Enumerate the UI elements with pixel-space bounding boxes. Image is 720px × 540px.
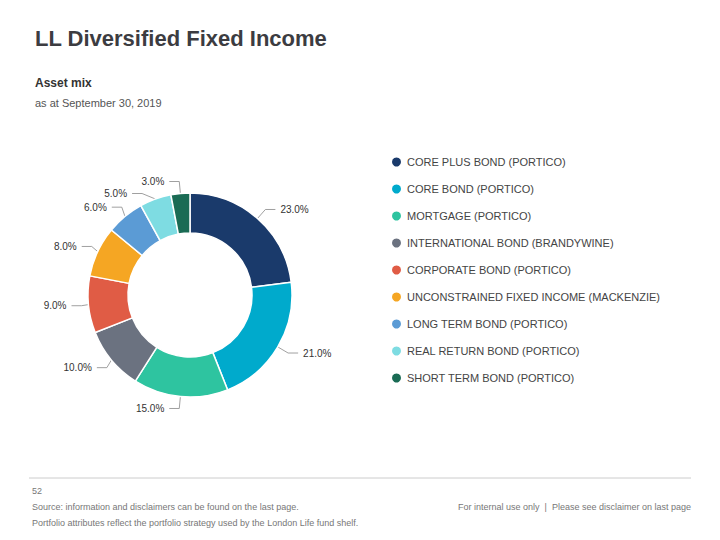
svg-text:52: 52 <box>32 486 42 496</box>
svg-text:Asset mix: Asset mix <box>35 76 92 90</box>
svg-text:CORE PLUS BOND (PORTICO): CORE PLUS BOND (PORTICO) <box>407 156 566 168</box>
svg-text:Source: information and discla: Source: information and disclaimers can … <box>32 502 299 512</box>
svg-text:LONG TERM BOND (PORTICO): LONG TERM BOND (PORTICO) <box>407 318 567 330</box>
svg-text:SHORT TERM BOND (PORTICO): SHORT TERM BOND (PORTICO) <box>407 372 574 384</box>
svg-text:8.0%: 8.0% <box>54 241 77 252</box>
svg-text:For internal use only | Plea: For internal use only | Please see discl… <box>458 502 691 512</box>
svg-text:3.0%: 3.0% <box>141 176 164 187</box>
svg-text:23.0%: 23.0% <box>280 204 308 215</box>
svg-text:CORPORATE BOND (PORTICO): CORPORATE BOND (PORTICO) <box>407 264 571 276</box>
svg-text:9.0%: 9.0% <box>44 300 67 311</box>
svg-text:MORTGAGE (PORTICO): MORTGAGE (PORTICO) <box>407 210 531 222</box>
svg-text:21.0%: 21.0% <box>303 348 331 359</box>
svg-text:as at September 30, 2019: as at September 30, 2019 <box>35 97 162 109</box>
svg-text:10.0%: 10.0% <box>63 362 91 373</box>
svg-text:6.0%: 6.0% <box>84 202 107 213</box>
svg-text:REAL RETURN BOND (PORTICO): REAL RETURN BOND (PORTICO) <box>407 345 579 357</box>
svg-text:5.0%: 5.0% <box>104 188 127 199</box>
svg-text:Portfolio attributes reflect t: Portfolio attributes reflect the portfol… <box>32 518 358 528</box>
svg-text:LL Diversified Fixed Income: LL Diversified Fixed Income <box>35 26 327 51</box>
svg-text:INTERNATIONAL BOND (BRANDYWINE: INTERNATIONAL BOND (BRANDYWINE) <box>407 237 614 249</box>
svg-text:UNCONSTRAINED FIXED INCOME (MA: UNCONSTRAINED FIXED INCOME (MACKENZIE) <box>407 291 660 303</box>
svg-text:CORE BOND (PORTICO): CORE BOND (PORTICO) <box>407 183 534 195</box>
svg-text:15.0%: 15.0% <box>136 403 164 414</box>
